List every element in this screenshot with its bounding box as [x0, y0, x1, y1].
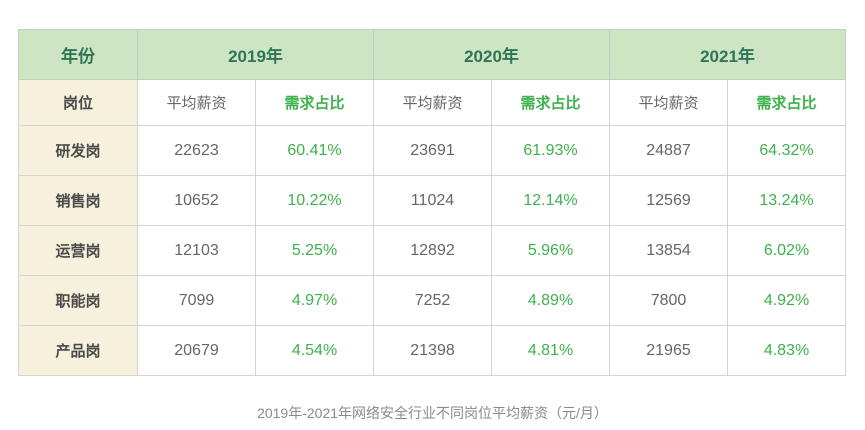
table-row-product: 产品岗 20679 4.54% 21398 4.81% 21965 4.83%	[18, 325, 846, 376]
demand-subheader-2021: 需求占比	[727, 79, 846, 126]
corner-year-header: 年份	[18, 29, 138, 80]
salary-value-cell: 21965	[609, 325, 728, 376]
demand-value-cell: 60.41%	[255, 125, 374, 176]
row-label-cell: 运营岗	[18, 225, 138, 276]
row-label-cell: 研发岗	[18, 125, 138, 176]
year-header-2020: 2020年	[373, 29, 610, 80]
salary-subheader-2020: 平均薪资	[373, 79, 492, 126]
table-row-functional: 职能岗 7099 4.97% 7252 4.89% 7800 4.92%	[18, 275, 846, 326]
table-row-rnd: 研发岗 22623 60.41% 23691 61.93% 24887 64.3…	[18, 125, 846, 176]
salary-value-cell: 7800	[609, 275, 728, 326]
salary-value-cell: 21398	[373, 325, 492, 376]
salary-value-cell: 12569	[609, 175, 728, 226]
salary-value-cell: 22623	[137, 125, 256, 176]
demand-value-cell: 61.93%	[491, 125, 610, 176]
demand-value-cell: 10.22%	[255, 175, 374, 226]
demand-value-cell: 4.97%	[255, 275, 374, 326]
row-label-cell: 销售岗	[18, 175, 138, 226]
demand-subheader-2019: 需求占比	[255, 79, 374, 126]
salary-value-cell: 13854	[609, 225, 728, 276]
row-label-cell: 产品岗	[18, 325, 138, 376]
sub-header-row: 岗位 平均薪资 需求占比 平均薪资 需求占比 平均薪资 需求占比	[18, 79, 846, 126]
demand-subheader-2020: 需求占比	[491, 79, 610, 126]
year-header-2021: 2021年	[609, 29, 846, 80]
salary-table: 年份 2019年 2020年 2021年 岗位 平均薪资 需求占比 平均薪资 需…	[18, 29, 846, 376]
salary-subheader-2021: 平均薪资	[609, 79, 728, 126]
row-label-cell: 职能岗	[18, 275, 138, 326]
demand-value-cell: 4.92%	[727, 275, 846, 326]
demand-value-cell: 4.54%	[255, 325, 374, 376]
demand-value-cell: 4.81%	[491, 325, 610, 376]
demand-value-cell: 5.96%	[491, 225, 610, 276]
demand-value-cell: 4.83%	[727, 325, 846, 376]
salary-value-cell: 23691	[373, 125, 492, 176]
salary-value-cell: 12103	[137, 225, 256, 276]
salary-value-cell: 12892	[373, 225, 492, 276]
demand-value-cell: 12.14%	[491, 175, 610, 226]
table-row-sales: 销售岗 10652 10.22% 11024 12.14% 12569 13.2…	[18, 175, 846, 226]
demand-value-cell: 13.24%	[727, 175, 846, 226]
demand-value-cell: 6.02%	[727, 225, 846, 276]
demand-value-cell: 5.25%	[255, 225, 374, 276]
salary-value-cell: 24887	[609, 125, 728, 176]
salary-subheader-2019: 平均薪资	[137, 79, 256, 126]
salary-value-cell: 11024	[373, 175, 492, 226]
salary-value-cell: 10652	[137, 175, 256, 226]
year-header-row: 年份 2019年 2020年 2021年	[18, 29, 846, 80]
year-header-2019: 2019年	[137, 29, 374, 80]
salary-value-cell: 20679	[137, 325, 256, 376]
salary-value-cell: 7099	[137, 275, 256, 326]
table-row-operations: 运营岗 12103 5.25% 12892 5.96% 13854 6.02%	[18, 225, 846, 276]
demand-value-cell: 4.89%	[491, 275, 610, 326]
position-header: 岗位	[18, 79, 138, 126]
table-caption: 2019年-2021年网络安全行业不同岗位平均薪资（元/月）	[257, 405, 608, 421]
demand-value-cell: 64.32%	[727, 125, 846, 176]
salary-value-cell: 7252	[373, 275, 492, 326]
